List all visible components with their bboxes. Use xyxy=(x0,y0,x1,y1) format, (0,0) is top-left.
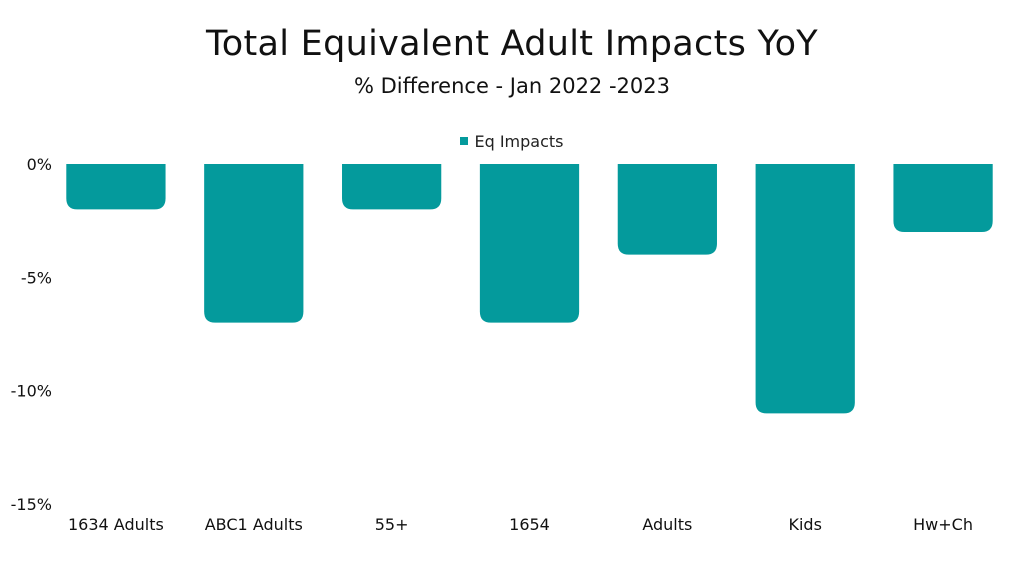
bar-adults xyxy=(617,164,717,255)
x-category-label: ABC1 Adults xyxy=(205,515,303,534)
x-category-label: Kids xyxy=(788,515,821,534)
y-tick-label: 0% xyxy=(27,155,52,174)
y-tick-label: -10% xyxy=(11,382,52,401)
bar-hw-ch xyxy=(893,164,993,232)
legend: Eq Impacts xyxy=(0,132,1024,151)
x-category-label: 1654 xyxy=(509,515,550,534)
bars xyxy=(66,164,993,414)
bar-kids xyxy=(755,164,855,414)
x-category-label: 1634 Adults xyxy=(68,515,164,534)
x-axis-labels: 1634 Adults ABC1 Adults 55+ 1654 Adults Kids H… xyxy=(68,515,973,534)
x-category-label: 55+ xyxy=(375,515,409,534)
y-axis-ticks: 0% -5% -10% -15% xyxy=(11,155,52,514)
legend-swatch-eq-impacts xyxy=(460,137,469,145)
bar-1634-adults xyxy=(66,164,166,210)
legend-label-eq-impacts: Eq Impacts xyxy=(474,132,564,151)
bar-55- xyxy=(342,164,442,210)
bar-1654 xyxy=(479,164,580,323)
x-category-label: Adults xyxy=(642,515,692,534)
bar-abc1-adults xyxy=(204,164,304,323)
x-category-label: Hw+Ch xyxy=(913,515,973,534)
chart-subtitle: % Difference - Jan 2022 -2023 xyxy=(353,74,670,98)
y-tick-label: -15% xyxy=(11,495,52,514)
chart-title: Total Equivalent Adult Impacts YoY xyxy=(206,24,818,64)
y-tick-label: -5% xyxy=(21,268,52,287)
